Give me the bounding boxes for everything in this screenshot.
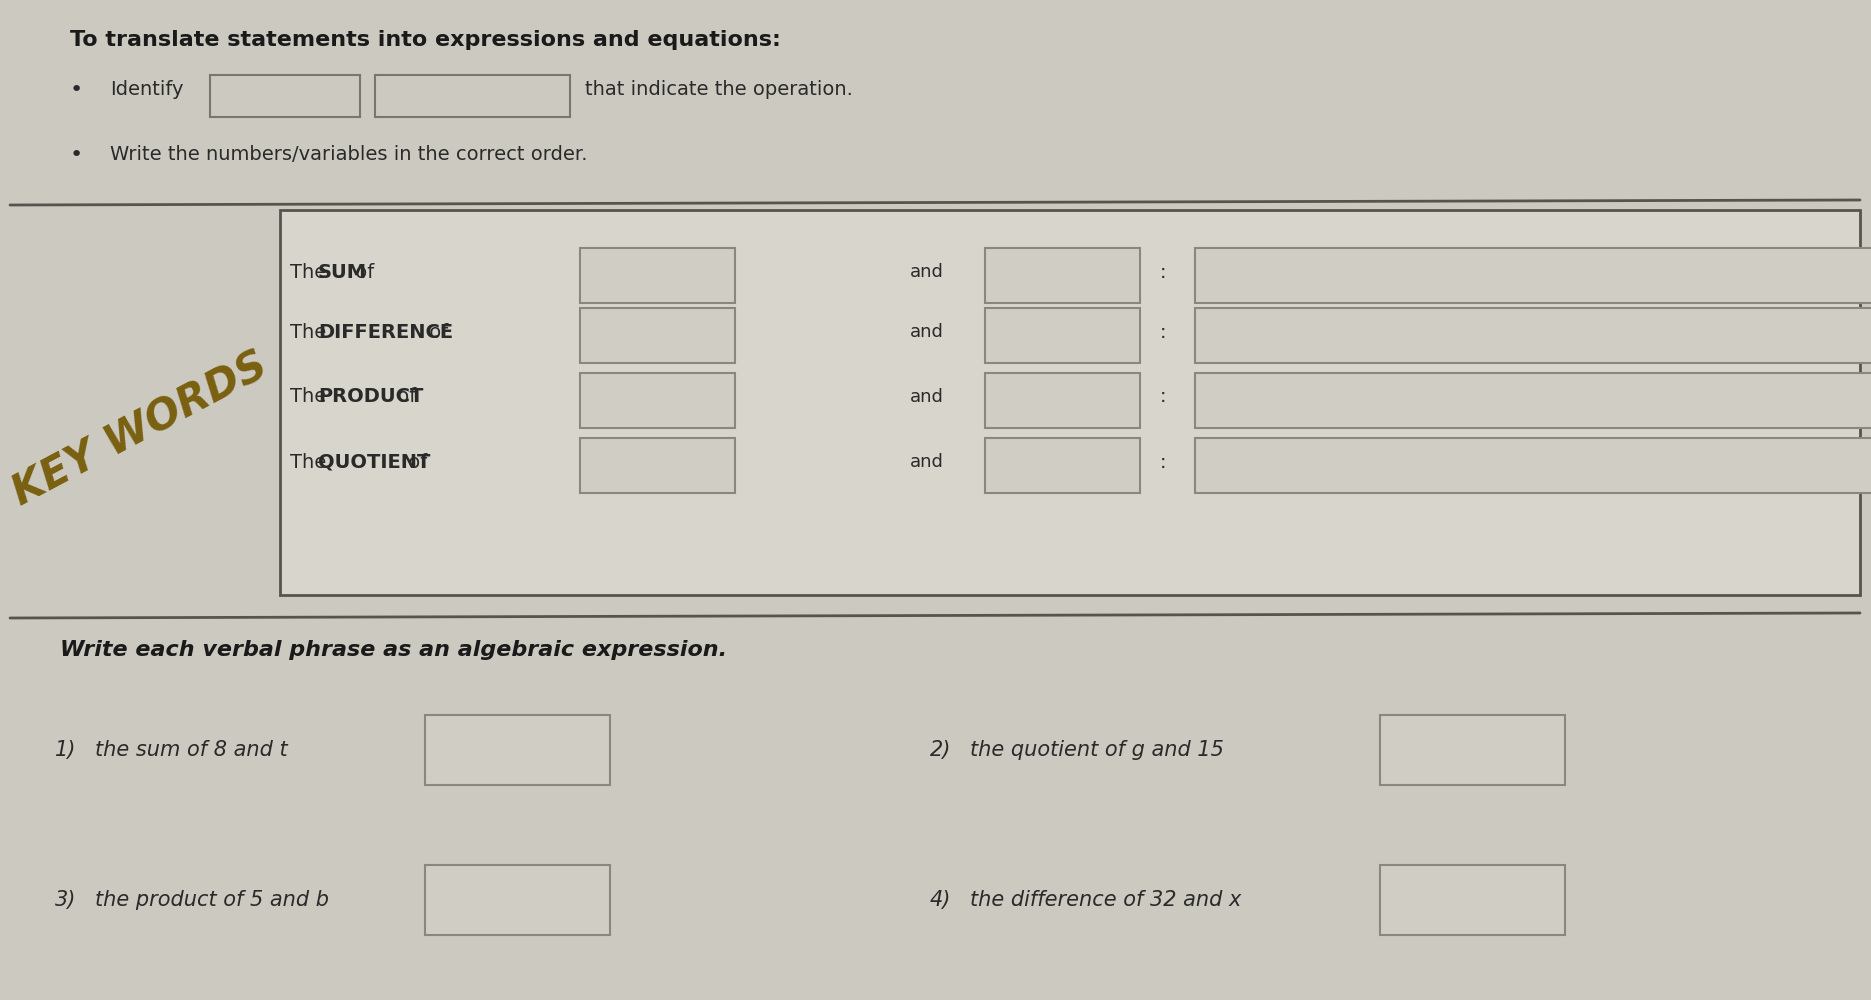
FancyBboxPatch shape [984,438,1139,493]
Text: :: : [1160,452,1166,472]
Text: •: • [69,80,82,100]
Text: •: • [69,145,82,165]
FancyBboxPatch shape [374,75,571,117]
FancyBboxPatch shape [1381,865,1564,935]
Text: :: : [1160,262,1166,282]
Text: 4): 4) [930,890,950,910]
Text: DIFFERENCE: DIFFERENCE [318,322,453,342]
FancyBboxPatch shape [1381,715,1564,785]
Text: Identify: Identify [110,80,183,99]
Text: the quotient of g and 15: the quotient of g and 15 [969,740,1224,760]
FancyBboxPatch shape [984,248,1139,303]
Text: the product of 5 and b: the product of 5 and b [95,890,329,910]
Text: KEY WORDS: KEY WORDS [6,345,275,515]
Text: and: and [909,323,943,341]
Text: and: and [909,453,943,471]
Text: of: of [402,452,427,472]
Text: Write the numbers/variables in the correct order.: Write the numbers/variables in the corre… [110,145,587,164]
Text: 2): 2) [930,740,950,760]
Text: :: : [1160,387,1166,406]
Text: 1): 1) [54,740,77,760]
FancyBboxPatch shape [1196,373,1871,428]
Text: QUOTIENT: QUOTIENT [318,452,430,472]
Text: the sum of 8 and t: the sum of 8 and t [95,740,288,760]
Text: of: of [423,322,449,342]
Text: The: The [290,262,333,282]
Text: Write each verbal phrase as an algebraic expression.: Write each verbal phrase as an algebraic… [60,640,728,660]
Text: of: of [391,387,417,406]
FancyBboxPatch shape [580,438,735,493]
Text: that indicate the operation.: that indicate the operation. [586,80,853,99]
Text: The: The [290,322,333,342]
FancyBboxPatch shape [425,715,610,785]
FancyBboxPatch shape [580,373,735,428]
FancyBboxPatch shape [580,308,735,363]
FancyBboxPatch shape [210,75,359,117]
Text: and: and [909,263,943,281]
FancyBboxPatch shape [984,373,1139,428]
Text: The: The [290,452,333,472]
Text: :: : [1160,322,1166,342]
FancyBboxPatch shape [1196,248,1871,303]
FancyBboxPatch shape [425,865,610,935]
Text: SUM: SUM [318,262,367,282]
Text: 3): 3) [54,890,77,910]
Text: To translate statements into expressions and equations:: To translate statements into expressions… [69,30,780,50]
Text: the difference of 32 and x: the difference of 32 and x [969,890,1240,910]
FancyBboxPatch shape [1196,308,1871,363]
FancyBboxPatch shape [580,248,735,303]
Text: PRODUCT: PRODUCT [318,387,423,406]
FancyBboxPatch shape [1196,438,1871,493]
FancyBboxPatch shape [281,210,1860,595]
Text: and: and [909,388,943,406]
Text: The: The [290,387,333,406]
FancyBboxPatch shape [984,308,1139,363]
Text: of: of [350,262,374,282]
